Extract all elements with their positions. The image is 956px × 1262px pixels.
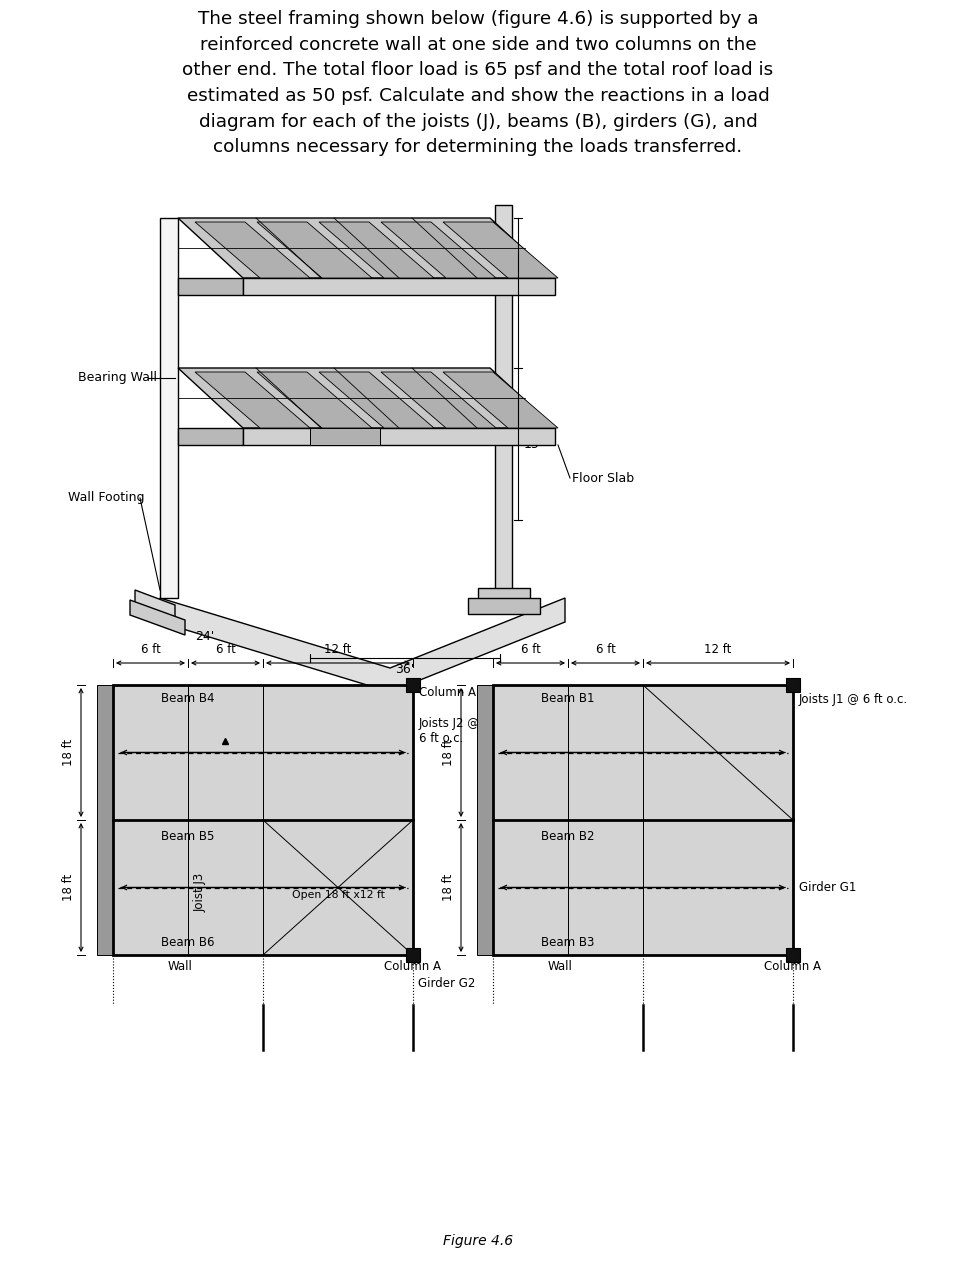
Text: Column A: Column A (419, 687, 476, 699)
Text: Bearing Wall: Bearing Wall (78, 371, 157, 385)
Text: Beam B5: Beam B5 (162, 830, 215, 843)
Text: 6 ft: 6 ft (596, 644, 616, 656)
Text: Beam B3: Beam B3 (541, 936, 595, 949)
Text: 12 ft: 12 ft (324, 644, 352, 656)
Polygon shape (178, 278, 243, 295)
Polygon shape (478, 588, 530, 602)
Text: 12 ft: 12 ft (705, 644, 731, 656)
Polygon shape (135, 591, 175, 618)
Bar (113, 685, 188, 820)
Text: 18 ft: 18 ft (442, 873, 455, 901)
Text: Figure 4.6: Figure 4.6 (443, 1234, 513, 1248)
Bar (493, 685, 793, 955)
Bar (113, 820, 188, 955)
Text: 36': 36' (396, 663, 415, 676)
Bar (113, 685, 413, 955)
Text: Joists J2 @
6 ft o.c.: Joists J2 @ 6 ft o.c. (419, 717, 480, 745)
Bar (406, 948, 420, 962)
Bar (786, 948, 800, 962)
Text: 18 ft: 18 ft (62, 738, 75, 766)
Bar (643, 820, 793, 955)
Polygon shape (468, 598, 540, 615)
Polygon shape (195, 372, 310, 428)
Polygon shape (130, 599, 185, 635)
Text: 15': 15' (524, 286, 543, 299)
Text: Floor Slab: Floor Slab (572, 472, 634, 485)
Bar (493, 685, 568, 820)
Bar (263, 820, 413, 955)
Text: 24': 24' (195, 630, 214, 644)
Polygon shape (178, 218, 555, 278)
Text: Joist J3: Joist J3 (194, 873, 207, 912)
Polygon shape (319, 222, 434, 278)
Polygon shape (160, 218, 178, 598)
Bar (188, 685, 263, 820)
Polygon shape (319, 372, 434, 428)
Text: Column A: Column A (384, 960, 442, 973)
Bar (493, 820, 568, 955)
Polygon shape (160, 598, 565, 692)
Text: Wall Footing: Wall Footing (68, 491, 144, 505)
Text: Column A: Column A (765, 960, 821, 973)
Bar (786, 678, 800, 692)
Bar (97, 685, 113, 955)
Polygon shape (243, 428, 555, 445)
Bar (477, 685, 493, 955)
Bar (568, 820, 643, 955)
Text: 15': 15' (524, 438, 543, 451)
Polygon shape (495, 204, 512, 598)
Text: 6 ft: 6 ft (521, 644, 540, 656)
Text: 18 ft: 18 ft (442, 738, 455, 766)
Polygon shape (257, 222, 372, 278)
Text: Beam B2: Beam B2 (541, 830, 595, 843)
Text: 18 ft: 18 ft (62, 873, 75, 901)
Text: Beam B6: Beam B6 (162, 936, 215, 949)
Text: Open 18 ft x12 ft: Open 18 ft x12 ft (292, 891, 384, 901)
Polygon shape (178, 369, 555, 428)
Text: The steel framing shown below (figure 4.6) is supported by a
reinforced concrete: The steel framing shown below (figure 4.… (183, 10, 773, 156)
Polygon shape (243, 278, 555, 295)
Polygon shape (381, 222, 496, 278)
Text: Joists J1 @ 6 ft o.c.: Joists J1 @ 6 ft o.c. (799, 693, 908, 705)
Bar (568, 685, 643, 820)
Polygon shape (310, 428, 380, 445)
Polygon shape (443, 222, 558, 278)
Text: Girder G2: Girder G2 (418, 977, 475, 989)
Polygon shape (178, 428, 243, 445)
Bar (643, 685, 793, 820)
Bar (406, 678, 420, 692)
Bar (263, 685, 413, 820)
Polygon shape (381, 372, 496, 428)
Bar (188, 820, 263, 955)
Text: 6 ft: 6 ft (141, 644, 161, 656)
Text: Girder G1: Girder G1 (799, 881, 857, 893)
Text: Wall: Wall (548, 960, 573, 973)
Text: 6 ft: 6 ft (215, 644, 235, 656)
Text: Wall: Wall (167, 960, 192, 973)
Text: Beam B4: Beam B4 (162, 693, 215, 705)
Polygon shape (257, 372, 372, 428)
Polygon shape (195, 222, 310, 278)
Polygon shape (443, 372, 558, 428)
Text: Beam B1: Beam B1 (541, 693, 595, 705)
